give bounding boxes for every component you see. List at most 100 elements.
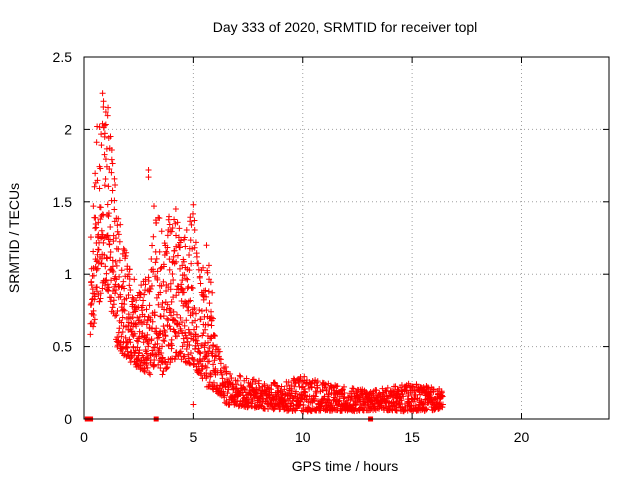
data-point: [210, 361, 217, 368]
data-point: [91, 316, 98, 323]
data-point: [105, 183, 112, 190]
data-point: [169, 355, 176, 362]
data-point: [178, 298, 185, 305]
data-point: [341, 390, 348, 397]
data-point: [87, 320, 94, 327]
data-point: [439, 404, 446, 411]
data-point: [183, 275, 190, 282]
data-point: [126, 266, 133, 273]
data-point: [114, 334, 121, 341]
data-point: [439, 393, 446, 400]
data-point: [108, 294, 115, 301]
data-point: [183, 346, 190, 353]
data-point: [206, 300, 213, 307]
data-point: [203, 307, 210, 314]
data-point: [376, 390, 383, 397]
data-point: [171, 247, 178, 254]
data-point: [179, 343, 186, 350]
data-point: [200, 330, 207, 337]
data-point: [380, 404, 387, 411]
data-point: [142, 276, 149, 283]
data-point: [186, 252, 193, 259]
data-point: [204, 269, 211, 276]
data-point: [100, 239, 107, 246]
data-point: [160, 313, 167, 320]
data-point: [278, 383, 285, 390]
data-point: [113, 287, 120, 294]
data-point: [170, 294, 177, 301]
data-point: [334, 383, 341, 390]
data-point: [184, 276, 191, 283]
data-point: [325, 391, 332, 398]
data-point: [181, 353, 188, 360]
data-point: [111, 283, 118, 290]
data-point: [171, 216, 178, 223]
data-point: [297, 374, 304, 381]
data-point: [99, 285, 106, 292]
data-point: [104, 112, 111, 119]
grid-lines: [84, 57, 609, 419]
data-point: [189, 245, 196, 252]
data-point: [167, 325, 174, 332]
data-point: [97, 216, 104, 223]
data-point: [93, 266, 100, 273]
data-point: [234, 377, 241, 384]
data-point: [125, 292, 132, 299]
x-tick-label: 10: [295, 429, 311, 445]
data-point: [94, 177, 101, 184]
data-point: [108, 169, 115, 176]
data-point: [166, 213, 173, 220]
data-point: [91, 293, 98, 300]
data-point: [176, 349, 183, 356]
data-point: [176, 225, 183, 232]
data-point: [185, 298, 192, 305]
data-point: [205, 288, 212, 295]
chart-title: Day 333 of 2020, SRMTID for receiver top…: [213, 19, 478, 35]
data-point: [93, 224, 100, 231]
data-point: [109, 304, 116, 311]
data-point: [201, 349, 208, 356]
data-point: [181, 234, 188, 241]
data-point: [107, 254, 114, 261]
data-point: [178, 237, 185, 244]
data-point: [105, 287, 112, 294]
data-point: [133, 297, 140, 304]
data-point: [187, 237, 194, 244]
data-point: [247, 392, 254, 399]
data-point: [145, 278, 152, 285]
data-point: [129, 352, 136, 359]
data-point: [119, 329, 126, 336]
data-point: [191, 217, 198, 224]
data-point: [180, 258, 187, 265]
data-point: [162, 333, 169, 340]
data-point: [180, 353, 187, 360]
y-tick-label: 0.5: [53, 339, 73, 355]
data-point: [159, 355, 166, 362]
data-point: [203, 293, 210, 300]
data-point: [118, 333, 125, 340]
data-point: [124, 344, 131, 351]
data-point: [125, 322, 132, 329]
data-point: [117, 339, 124, 346]
data-point: [158, 228, 165, 235]
data-point: [136, 294, 143, 301]
data-point: [140, 297, 147, 304]
data-point: [379, 385, 386, 392]
data-point: [208, 308, 215, 315]
data-point: [118, 319, 125, 326]
data-point: [245, 399, 252, 406]
data-point: [103, 145, 110, 152]
data-point: [209, 289, 216, 296]
data-point: [108, 156, 115, 163]
data-point: [203, 364, 210, 371]
data-point: [120, 306, 127, 313]
data-point: [192, 239, 199, 246]
data-point: [125, 319, 132, 326]
data-point: [195, 345, 202, 352]
data-point: [168, 312, 175, 319]
data-point: [169, 270, 176, 277]
data-point: [91, 183, 98, 190]
data-point: [211, 332, 218, 339]
data-point: [177, 244, 184, 251]
data-point: [124, 352, 131, 359]
